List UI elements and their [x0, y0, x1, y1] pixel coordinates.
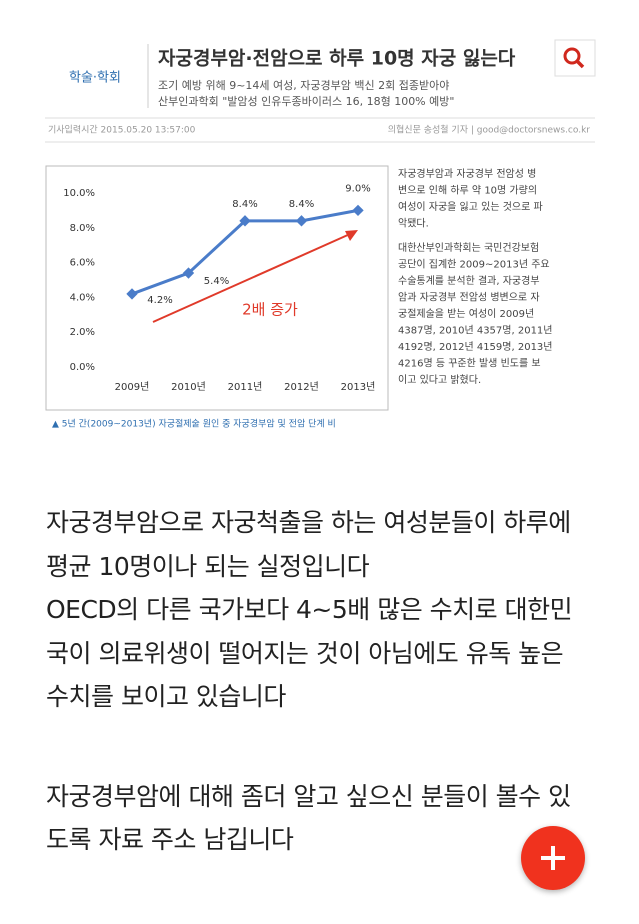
meta: 의협신문 송성철 기자 | good@doctorsnews.co.kr	[388, 124, 591, 136]
article-line: 대한산부인과학회는 국민건강보험	[398, 242, 539, 254]
x-tick-label: 2012년	[284, 381, 319, 393]
add-button[interactable]	[521, 826, 585, 890]
marker	[352, 204, 364, 217]
marker	[239, 215, 251, 227]
arrowhead	[345, 230, 358, 241]
caption: ▲ 5년 간(2009~2013년) 자궁절제술 원인 중 자궁경부암 및 전암…	[52, 418, 336, 430]
y-tick-label: 8.0%	[70, 223, 95, 234]
subhead: 조기 예방 위해 9~14세 여성, 자궁경부암 백신 2회 접종받아야	[158, 78, 449, 92]
x-tick-label: 2009년	[115, 381, 150, 393]
x-tick-label: 2013년	[341, 381, 376, 393]
body-line: 자궁경부암에 대해 좀더 알고 싶으신 분들이 볼수 있	[46, 781, 571, 811]
article-line: 이고 있다고 밝혔다.	[398, 374, 481, 386]
x-tick-label: 2010년	[171, 381, 206, 393]
value-label: 8.4%	[289, 199, 314, 210]
news-clipping: 학술·학회 자궁경부암·전암으로 하루 10명 자궁 잃는다 조기 예방 위해 …	[45, 38, 596, 438]
search-button[interactable]	[554, 39, 596, 77]
article-line: 여성이 자궁을 잃고 있는 것으로 파	[398, 201, 543, 213]
trend-arrow	[152, 233, 351, 323]
body-line: 수치를 보이고 있습니다	[46, 682, 286, 711]
marker	[182, 267, 195, 279]
value-label: 4.2%	[147, 295, 172, 306]
article-line: 4216명 등 꾸준한 발생 빈도를 보	[398, 358, 541, 370]
marker	[295, 215, 308, 227]
article-text: 자궁경부암과 자궁경부 전암성 병변으로 인해 하루 약 10명 가량의여성이 …	[398, 167, 553, 386]
article-line: 4192명, 2012년 4159명, 2013년	[398, 341, 553, 353]
line-chart: 0.0% 2.0% 4.0% 6.0% 8.0% 10.0% 2009년 2010년 2011년…	[63, 183, 375, 393]
chart-frame	[45, 165, 389, 411]
body-line: 도록 자료 주소 남깁니다	[46, 825, 294, 854]
article-line: 공단이 집계한 2009~2013년 주요	[398, 259, 550, 271]
value-label: 5.4%	[204, 276, 229, 287]
value-label: 8.4%	[232, 199, 257, 210]
headline: 자궁경부암·전암으로 하루 10명 자궁 잃는다	[158, 48, 516, 70]
annotation: 2배 증가	[242, 301, 298, 319]
meta: 기사입력시간 2015.05.20 13:57:00	[48, 124, 196, 136]
article-line: 변으로 인해 하루 약 10명 가량의	[398, 184, 537, 197]
body-line: OECD의 다른 국가보다 4~5배 많은 수치로 대한민	[46, 595, 573, 624]
body-line: 국이 의료위생이 떨어지는 것이 아님에도 유독 높은	[46, 638, 564, 668]
article-line: 궁절제술을 받는 여성이 2009년	[398, 307, 534, 320]
subhead: 산부인과학회 "발암성 인유두종바이러스 16, 18형 100% 예방"	[158, 95, 454, 108]
body-line: 평균 10명이나 되는 실정입니다	[46, 551, 370, 581]
article-line: 자궁경부암과 자궁경부 전암성 병	[398, 167, 536, 180]
y-tick-label: 6.0%	[70, 258, 95, 269]
body-line: 자궁경부암으로 자궁척출을 하는 여성분들이 하루에	[46, 508, 571, 537]
y-tick-label: 4.0%	[70, 292, 95, 303]
article-line: 4387명, 2010년 4357명, 2011년	[398, 325, 553, 337]
article-line: 암과 자궁경부 전암성 병변으로 자	[398, 291, 540, 304]
x-tick-label: 2011년	[228, 381, 263, 393]
search-icon	[575, 59, 585, 69]
search-icon	[563, 47, 581, 65]
y-tick-label: 10.0%	[63, 188, 95, 199]
y-tick-label: 0.0%	[70, 362, 95, 373]
y-tick-label: 2.0%	[70, 327, 95, 338]
article-line: 수술통계를 분석한 결과, 자궁경부	[398, 274, 540, 287]
value-label: 9.0%	[345, 183, 370, 194]
article-line: 악됐다.	[398, 218, 429, 230]
section: 학술·학회	[69, 71, 121, 86]
